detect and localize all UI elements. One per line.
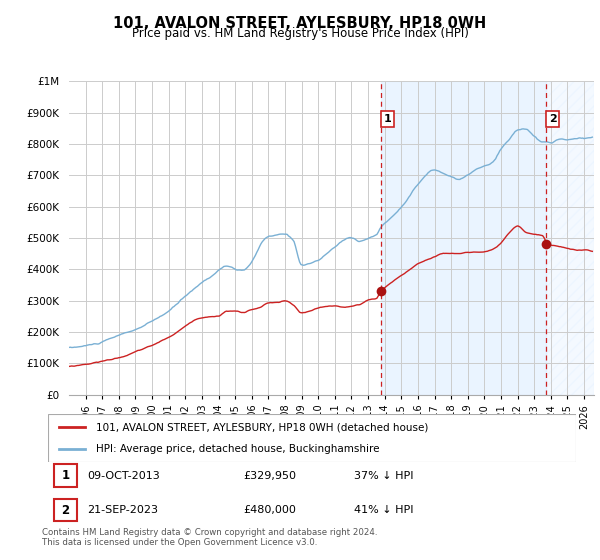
Text: £329,950: £329,950 xyxy=(244,470,296,480)
Bar xyxy=(55,464,77,487)
Text: 101, AVALON STREET, AYLESBURY, HP18 0WH: 101, AVALON STREET, AYLESBURY, HP18 0WH xyxy=(113,16,487,31)
Text: 21-SEP-2023: 21-SEP-2023 xyxy=(88,505,158,515)
Text: 1: 1 xyxy=(61,469,70,482)
Text: 2: 2 xyxy=(548,114,556,124)
Text: £480,000: £480,000 xyxy=(244,505,296,515)
Text: HPI: Average price, detached house, Buckinghamshire: HPI: Average price, detached house, Buck… xyxy=(95,444,379,454)
Text: 09-OCT-2013: 09-OCT-2013 xyxy=(88,470,160,480)
Text: Price paid vs. HM Land Registry's House Price Index (HPI): Price paid vs. HM Land Registry's House … xyxy=(131,27,469,40)
Text: Contains HM Land Registry data © Crown copyright and database right 2024.
This d: Contains HM Land Registry data © Crown c… xyxy=(42,528,377,547)
Text: 41% ↓ HPI: 41% ↓ HPI xyxy=(354,505,414,515)
Text: 37% ↓ HPI: 37% ↓ HPI xyxy=(354,470,414,480)
Bar xyxy=(546,81,594,395)
Bar xyxy=(381,81,546,395)
Bar xyxy=(55,499,77,521)
Text: 1: 1 xyxy=(383,114,391,124)
Text: 2: 2 xyxy=(61,503,70,516)
Text: 101, AVALON STREET, AYLESBURY, HP18 0WH (detached house): 101, AVALON STREET, AYLESBURY, HP18 0WH … xyxy=(95,422,428,432)
